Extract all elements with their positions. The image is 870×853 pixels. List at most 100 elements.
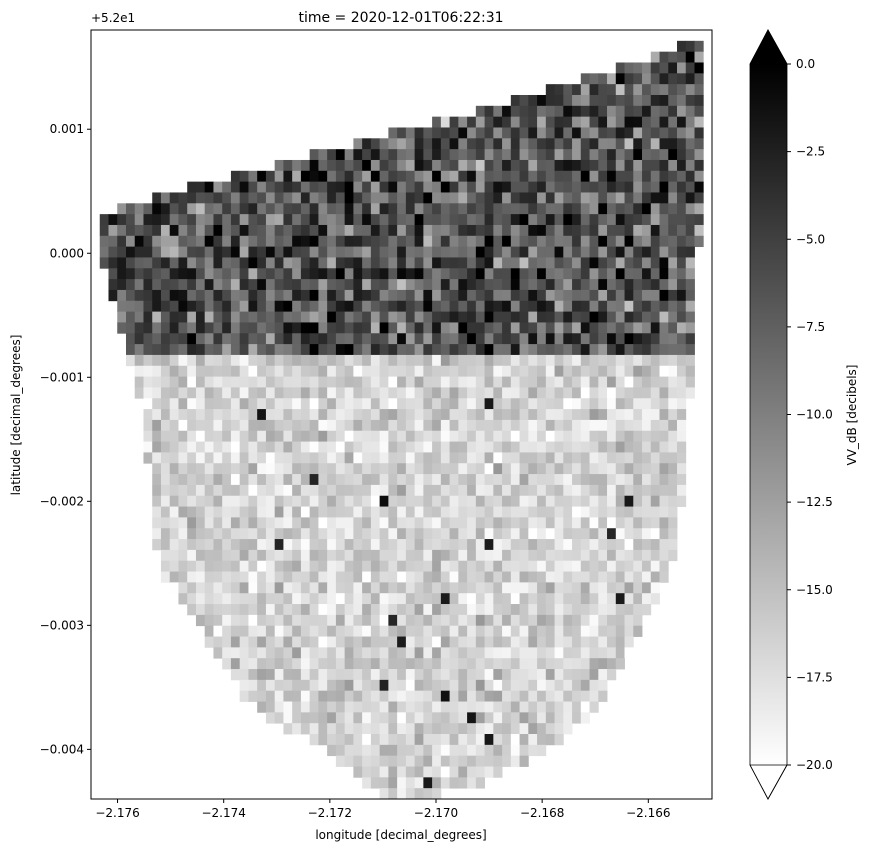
heatmap-cell <box>668 159 678 172</box>
heatmap-cell <box>388 224 398 237</box>
heatmap-cell <box>493 279 503 291</box>
heatmap-cell <box>694 62 704 74</box>
heatmap-cell <box>160 571 171 583</box>
heatmap-cell <box>615 517 625 529</box>
heatmap-cell <box>370 495 381 507</box>
heatmap-cell <box>633 159 643 172</box>
heatmap-cell <box>353 549 363 562</box>
heatmap-cell <box>458 127 468 139</box>
heatmap-cell <box>572 636 582 648</box>
heatmap-cell <box>642 441 652 453</box>
heatmap-cell <box>239 690 249 702</box>
heatmap-cell <box>440 149 451 161</box>
heatmap-cell <box>318 430 328 442</box>
heatmap-cell <box>572 365 582 377</box>
heatmap-cell <box>125 257 136 269</box>
heatmap-cell <box>615 246 625 258</box>
heatmap-cell <box>449 398 459 410</box>
heatmap-cell <box>545 149 555 161</box>
heatmap-cell <box>195 376 206 388</box>
heatmap-cell <box>615 604 625 616</box>
heatmap-cell <box>668 452 678 464</box>
heatmap-cell <box>449 517 459 529</box>
heatmap-cell <box>467 322 477 334</box>
heatmap-cell <box>458 734 468 746</box>
heatmap-cell <box>633 203 643 215</box>
heatmap-cell <box>204 203 214 215</box>
heatmap-cell <box>388 387 398 399</box>
heatmap-cell <box>668 203 678 215</box>
heatmap-cell <box>528 170 538 183</box>
heatmap-cell <box>309 463 319 475</box>
heatmap-cell <box>519 311 529 323</box>
heatmap-cell <box>327 289 337 302</box>
heatmap-cell <box>222 658 232 670</box>
heatmap-cell <box>598 474 608 486</box>
heatmap-cell <box>685 192 695 204</box>
heatmap-cell <box>213 614 223 627</box>
heatmap-cell <box>624 354 634 367</box>
heatmap-cell <box>493 517 503 529</box>
heatmap-cell <box>283 452 293 464</box>
heatmap-cell <box>572 257 582 269</box>
heatmap-cell <box>685 105 695 118</box>
heatmap-cell <box>519 159 529 172</box>
heatmap-cell <box>99 235 109 248</box>
heatmap-cell <box>580 506 590 518</box>
heatmap-cell <box>598 593 608 605</box>
heatmap-cell <box>379 636 389 648</box>
heatmap-cell <box>405 365 416 377</box>
heatmap-cell <box>379 734 389 746</box>
colorbar-gradient <box>750 64 787 765</box>
heatmap-cell <box>554 419 564 432</box>
heatmap-cell <box>668 495 678 507</box>
heatmap-cell <box>379 690 389 702</box>
heatmap-cell <box>195 398 206 410</box>
heatmap-cell <box>160 246 171 258</box>
heatmap-cell <box>414 755 424 767</box>
heatmap-cell <box>213 441 223 453</box>
heatmap-cell <box>160 452 171 464</box>
heatmap-cell <box>213 214 223 226</box>
heatmap-cell <box>362 409 372 421</box>
heatmap-cell <box>475 354 485 367</box>
heatmap-cell <box>484 582 494 594</box>
heatmap-cell <box>554 658 564 670</box>
heatmap-cell <box>353 484 363 497</box>
heatmap-cell <box>300 289 311 302</box>
heatmap-cell <box>484 105 494 118</box>
heatmap-cell <box>300 279 311 291</box>
heatmap-cell <box>694 40 704 53</box>
heatmap-cell <box>589 246 599 258</box>
heatmap-cell <box>178 192 188 204</box>
heatmap-cell <box>449 766 459 778</box>
heatmap-cell <box>204 235 214 248</box>
heatmap-cell <box>633 344 643 356</box>
heatmap-cell <box>493 333 503 345</box>
heatmap-cell <box>405 311 416 323</box>
heatmap-cell <box>467 658 477 670</box>
heatmap-cell <box>694 84 704 96</box>
heatmap-cell <box>423 658 433 670</box>
heatmap-cell <box>283 571 293 583</box>
heatmap-cell <box>519 614 529 627</box>
heatmap-cell <box>528 658 538 670</box>
heatmap-cell <box>668 549 678 562</box>
heatmap-cell <box>607 322 617 334</box>
heatmap-cell <box>423 701 433 713</box>
heatmap-cell <box>213 506 223 518</box>
heatmap-cell <box>344 658 354 670</box>
heatmap-cell <box>239 539 249 551</box>
heatmap-cell <box>178 354 188 367</box>
heatmap-cell <box>178 593 188 605</box>
heatmap-cell <box>484 484 494 497</box>
heatmap-cell <box>388 755 398 767</box>
heatmap-cell <box>677 94 687 107</box>
heatmap-cell <box>484 116 494 128</box>
heatmap-cell <box>510 528 520 540</box>
heatmap-cell <box>545 279 555 291</box>
heatmap-cell <box>274 235 284 248</box>
heatmap-cell <box>344 235 354 248</box>
heatmap-cell <box>554 495 564 507</box>
heatmap-cell <box>379 246 389 258</box>
